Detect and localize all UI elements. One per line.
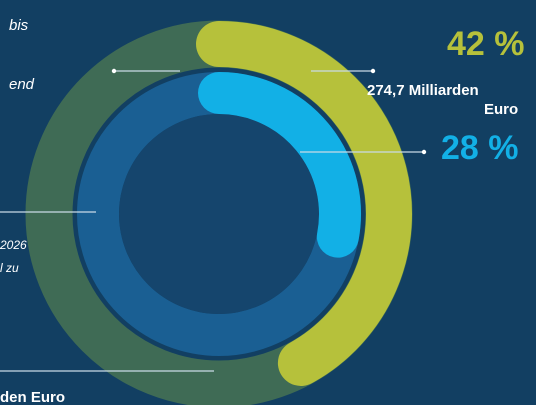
left-fragment-lzu: l zu [0, 261, 19, 275]
leader-dot-top-left [111, 68, 117, 74]
leader-dot-cyan [421, 149, 427, 155]
leader-lines [0, 68, 427, 372]
bottom-fragment-den-euro: den Euro [0, 389, 66, 405]
top-left-fragment-bis: bis [9, 17, 29, 34]
center-disc [119, 114, 319, 314]
top-left-fragment-end: end [9, 76, 35, 93]
left-fragment-year: 2026 [0, 238, 27, 252]
leader-dot-green [370, 68, 376, 74]
series-green-arc [196, 21, 412, 386]
currency-label: Euro [484, 101, 519, 118]
series-cyan-arc [198, 72, 361, 258]
cyan-percent-label: 28 % [441, 129, 519, 167]
amount-label: 274,7 Milliarden [367, 82, 479, 99]
green-percent-label: 42 % [447, 25, 525, 63]
